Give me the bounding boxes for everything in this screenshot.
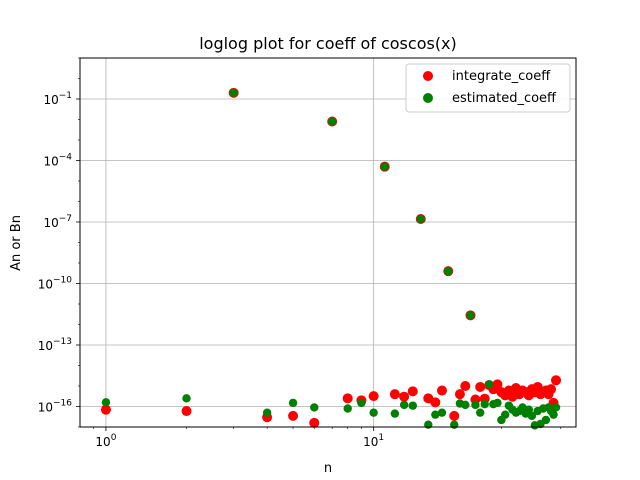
data-point-estimated — [101, 398, 111, 407]
data-point-integrate — [436, 385, 447, 396]
data-point-estimated — [484, 380, 494, 389]
data-point-integrate — [551, 375, 562, 386]
y-axis-label: An or Bn — [9, 215, 24, 271]
data-point-estimated — [408, 401, 417, 410]
data-point-estimated — [327, 117, 337, 126]
chart-title: loglog plot for coeff of coscos(x) — [199, 34, 457, 53]
data-point-integrate — [492, 379, 503, 390]
data-point-estimated — [343, 404, 352, 413]
data-point-integrate — [389, 389, 400, 400]
data-point-estimated — [424, 420, 433, 429]
legend: integrate_coeff estimated_coeff — [405, 63, 571, 113]
data-point-integrate — [309, 417, 320, 428]
data-point-estimated — [527, 411, 537, 421]
data-point-estimated — [437, 408, 447, 417]
data-point-estimated — [399, 400, 409, 410]
data-point-estimated — [262, 408, 272, 417]
data-point-estimated — [551, 403, 561, 412]
data-point-estimated — [466, 311, 475, 320]
x-axis-label: n — [324, 461, 332, 476]
data-point-estimated — [431, 410, 440, 419]
axis-ticks: 100 101 10−16 10−13 10−10 10−7 10−4 10−1 — [38, 57, 562, 449]
legend-label-integrate: integrate_coeff — [452, 69, 551, 84]
y-tick-label: 10−10 — [38, 276, 73, 292]
legend-marker-estimated — [423, 93, 433, 103]
data-point-estimated — [229, 88, 238, 98]
data-point-integrate — [399, 391, 410, 402]
x-tick-label: 100 — [95, 433, 116, 449]
legend-marker-integrate — [423, 71, 433, 81]
plot-frame — [79, 57, 577, 428]
legend-box — [405, 63, 571, 113]
data-point-integrate — [475, 381, 486, 392]
data-point-estimated — [416, 214, 425, 224]
data-point-integrate — [288, 410, 299, 421]
data-point-estimated — [390, 409, 400, 418]
data-point-estimated — [444, 266, 453, 276]
data-point-estimated — [493, 398, 502, 408]
data-point-estimated — [471, 400, 480, 410]
data-point-estimated — [461, 400, 470, 410]
data-point-estimated — [475, 408, 485, 417]
y-tick-label: 10−4 — [43, 153, 72, 169]
data-points — [100, 87, 562, 430]
data-point-integrate — [368, 391, 379, 402]
data-point-estimated — [380, 162, 389, 171]
data-point-integrate — [342, 393, 353, 404]
data-point-integrate — [546, 384, 557, 395]
data-point-estimated — [450, 420, 459, 429]
data-point-estimated — [182, 394, 191, 403]
x-tick-label: 101 — [363, 433, 384, 449]
grid — [80, 58, 576, 427]
legend-label-estimated: estimated_coeff — [452, 91, 557, 106]
data-point-integrate — [181, 406, 192, 417]
data-point-integrate — [430, 397, 441, 408]
data-point-estimated — [541, 415, 551, 425]
data-point-estimated — [480, 399, 489, 409]
data-point-integrate — [460, 381, 471, 391]
plot-area — [80, 58, 576, 427]
data-point-integrate — [100, 404, 111, 415]
data-point-integrate — [454, 389, 465, 400]
data-point-estimated — [549, 410, 558, 419]
y-tick-label: 10−7 — [43, 214, 72, 230]
data-point-estimated — [369, 408, 378, 417]
data-point-integrate — [449, 410, 460, 421]
data-point-estimated — [357, 398, 366, 408]
y-tick-label: 10−13 — [38, 337, 72, 353]
y-tick-label: 10−16 — [38, 399, 73, 415]
data-point-estimated — [288, 398, 298, 408]
data-point-estimated — [500, 410, 510, 419]
data-point-integrate — [407, 386, 418, 397]
y-tick-label: 10−1 — [43, 91, 72, 107]
data-point-estimated — [310, 403, 319, 412]
